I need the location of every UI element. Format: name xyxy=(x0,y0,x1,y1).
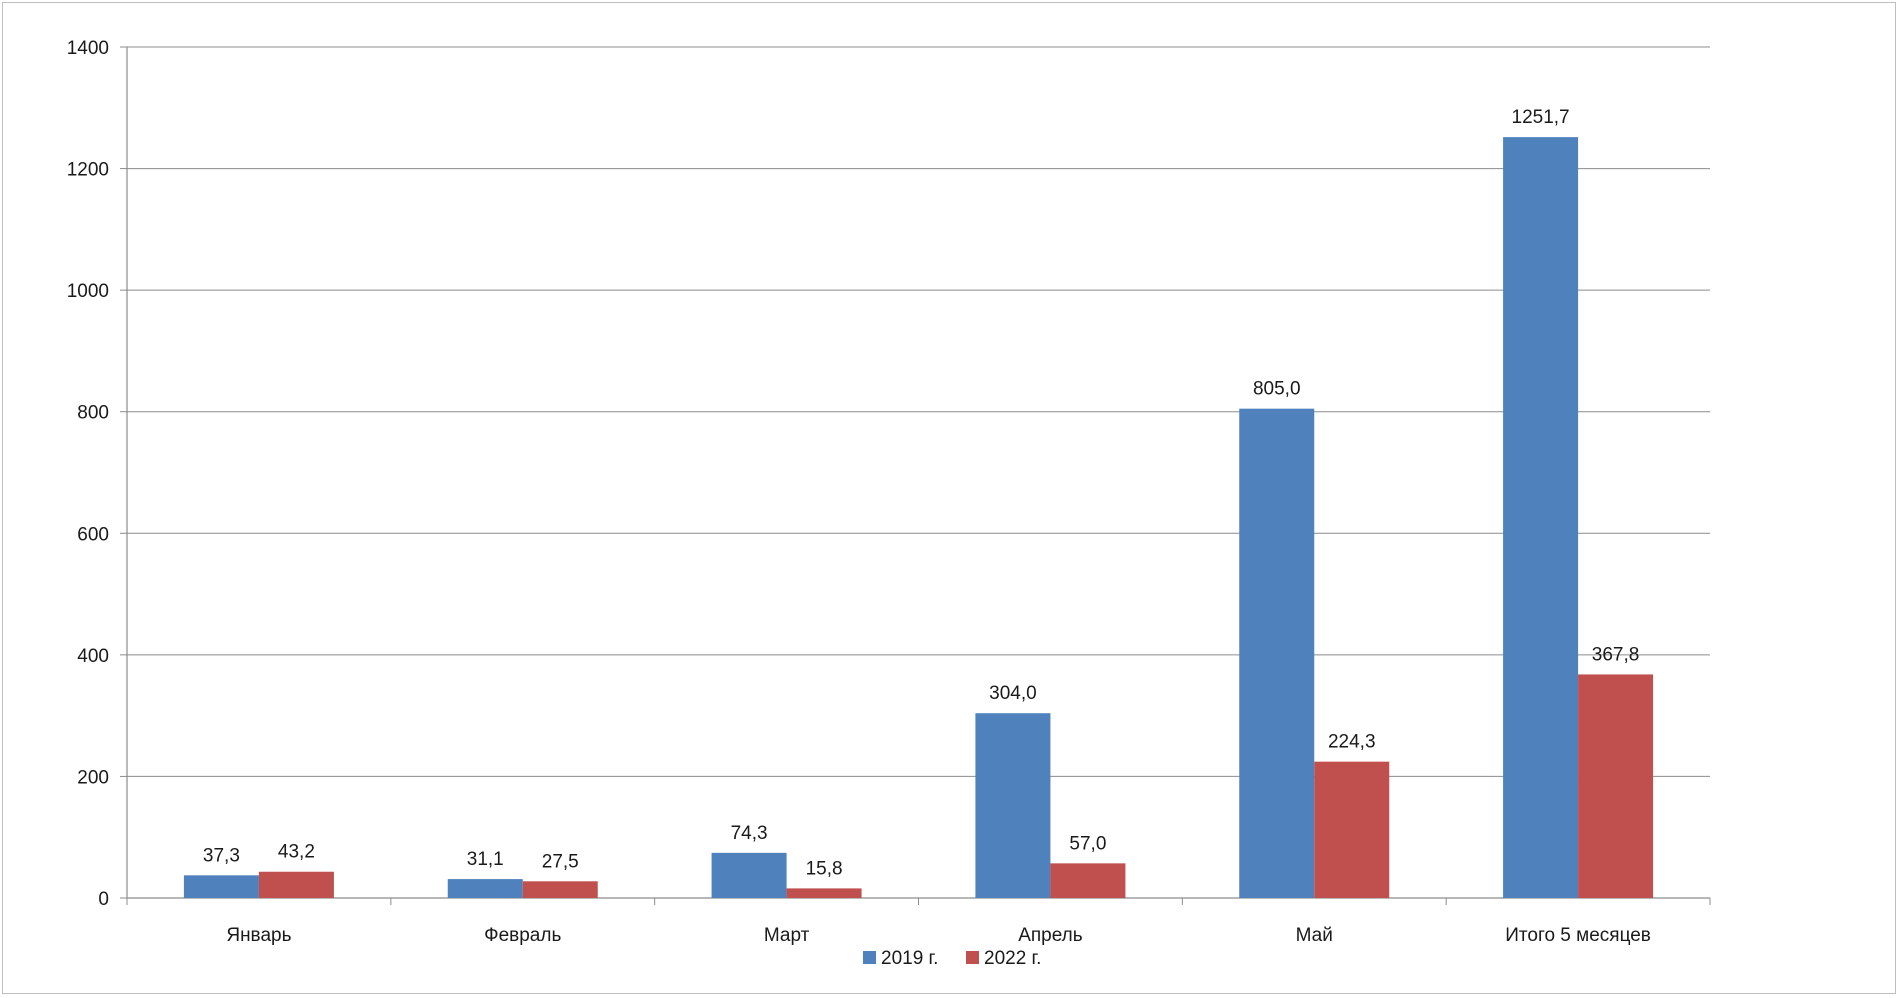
y-tick-label: 400 xyxy=(77,646,109,667)
data-labels: 37,3 43,2 31,1 27,5 74,3 15,8 304,0 57,0 805,0 22… xyxy=(203,107,1639,879)
x-tick-label: Итого 5 месяцев xyxy=(1505,925,1651,946)
y-tick-label: 1000 xyxy=(67,281,109,302)
x-tick-label: Февраль xyxy=(484,925,561,946)
bar-series-2 xyxy=(1314,761,1390,898)
bar-series-1 xyxy=(975,713,1051,898)
data-label: 805,0 xyxy=(1253,379,1301,400)
gridlines xyxy=(127,46,1710,777)
legend-swatch xyxy=(966,951,979,964)
y-tick-label: 200 xyxy=(77,767,109,788)
x-axis: Январь Февраль Март Апрель Май Итого 5 месяце… xyxy=(126,897,1711,946)
data-label: 74,3 xyxy=(731,823,768,844)
x-tick-label: Март xyxy=(764,925,810,946)
data-label: 43,2 xyxy=(278,842,315,863)
legend-swatch xyxy=(863,951,876,964)
bar-series-2 xyxy=(1578,674,1654,898)
y-tick-label: 0 xyxy=(98,889,109,910)
legend-label: 2022 г. xyxy=(984,948,1041,969)
data-label: 31,1 xyxy=(467,849,504,870)
bar-series-1 xyxy=(183,875,259,898)
bar-series-1 xyxy=(1503,137,1579,899)
legend-label: 2019 г. xyxy=(881,948,938,969)
data-label: 37,3 xyxy=(203,845,240,866)
y-tick-label: 800 xyxy=(77,403,109,424)
data-label: 224,3 xyxy=(1328,732,1376,753)
y-tick-label: 1200 xyxy=(67,160,109,181)
bar-series-1 xyxy=(447,879,523,898)
x-tick-label: Апрель xyxy=(1018,925,1083,946)
legend: 2019 г. 2022 г. xyxy=(863,948,1041,969)
data-label: 304,0 xyxy=(989,683,1037,704)
x-tick-label: Май xyxy=(1296,925,1333,946)
data-label: 15,8 xyxy=(806,858,843,879)
bar-series-2 xyxy=(786,888,862,898)
bar-series-1 xyxy=(1239,408,1315,898)
x-tick-label: Январь xyxy=(226,925,291,946)
data-label: 57,0 xyxy=(1069,833,1106,854)
data-label: 27,5 xyxy=(542,851,579,872)
y-axis: 0 200 400 600 800 1000 1200 1400 xyxy=(67,38,128,910)
y-tick-label: 1400 xyxy=(67,38,109,59)
bar-chart: 0 200 400 600 800 1000 1200 1400 Январь Февраль М… xyxy=(67,38,1711,969)
data-label: 367,8 xyxy=(1592,644,1640,665)
bar-series-1 xyxy=(711,852,787,898)
bar-series-2 xyxy=(258,871,334,898)
data-label: 1251,7 xyxy=(1512,107,1570,128)
bars xyxy=(183,137,1654,899)
bar-series-2 xyxy=(522,881,598,898)
y-tick-label: 600 xyxy=(77,524,109,545)
bar-series-2 xyxy=(1050,863,1126,898)
